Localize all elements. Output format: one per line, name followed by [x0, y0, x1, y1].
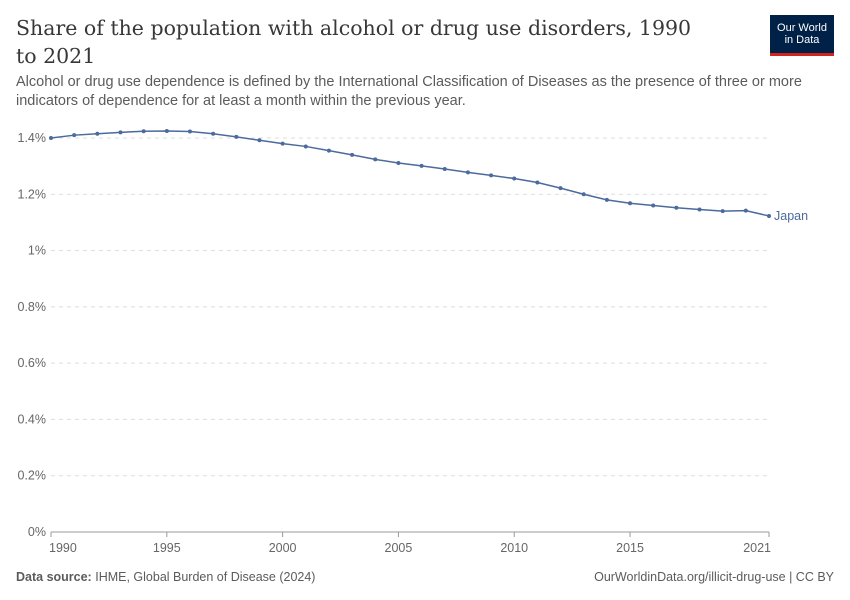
- y-tick-label: 1%: [28, 244, 46, 258]
- data-point: [628, 201, 633, 206]
- source-link[interactable]: OurWorldinData.org/illicit-drug-use | CC…: [594, 570, 834, 584]
- data-point: [535, 180, 540, 185]
- chart-title: Share of the population with alcohol or …: [16, 16, 692, 68]
- logo-line2: in Data: [784, 34, 820, 46]
- x-tick-label: 2015: [616, 541, 644, 555]
- data-source: Data source: IHME, Global Burden of Dise…: [16, 570, 315, 584]
- series-line: [50, 130, 770, 217]
- data-point: [373, 157, 378, 162]
- data-point: [512, 176, 517, 181]
- data-point: [164, 128, 169, 133]
- x-tick-label: 1995: [153, 541, 181, 555]
- data-point: [465, 170, 470, 175]
- x-tick-label: 2021: [743, 541, 771, 555]
- data-point: [234, 134, 239, 139]
- data-point: [257, 138, 262, 143]
- data-point: [280, 141, 285, 146]
- data-point: [651, 203, 656, 208]
- chart-subtitle: Alcohol or drug use dependence is define…: [16, 74, 802, 109]
- source-text: IHME, Global Burden of Disease (2024): [95, 570, 316, 584]
- data-point: [558, 186, 563, 191]
- data-point: [211, 131, 216, 136]
- owid-logo[interactable]: Our World in Data: [770, 15, 834, 56]
- y-tick-label: 0.2%: [18, 469, 47, 483]
- data-point: [743, 208, 748, 213]
- data-point: [350, 152, 355, 157]
- y-tick-label: 0.8%: [18, 300, 47, 314]
- data-point: [303, 144, 308, 149]
- data-point: [581, 192, 586, 197]
- logo-line1: Our World: [777, 21, 827, 34]
- data-point: [187, 129, 192, 134]
- x-tick-label: 2000: [269, 541, 297, 555]
- y-tick-label: 1.2%: [18, 187, 47, 201]
- x-tick-label: 2005: [385, 541, 413, 555]
- data-point: [419, 163, 424, 168]
- y-tick-label: 1.4%: [18, 131, 47, 145]
- x-tick-label: 1990: [49, 541, 77, 555]
- data-point: [326, 148, 331, 153]
- data-point: [49, 136, 53, 140]
- data-point: [674, 205, 679, 210]
- data-point: [72, 133, 77, 138]
- data-point: [95, 131, 100, 136]
- y-tick-label: 0.4%: [18, 412, 47, 426]
- series-label: Japan: [774, 209, 808, 223]
- source-label: Data source:: [16, 570, 92, 584]
- data-point: [442, 166, 447, 171]
- data-point: [697, 207, 702, 212]
- data-point: [489, 173, 494, 178]
- data-point: [141, 129, 146, 134]
- data-point: [767, 213, 771, 218]
- data-point: [118, 130, 123, 135]
- y-tick-label: 0.6%: [18, 356, 47, 370]
- data-point: [604, 197, 609, 202]
- y-tick-label: 0%: [28, 525, 46, 539]
- x-tick-label: 2010: [500, 541, 528, 555]
- data-point: [396, 161, 401, 166]
- data-point: [720, 209, 725, 214]
